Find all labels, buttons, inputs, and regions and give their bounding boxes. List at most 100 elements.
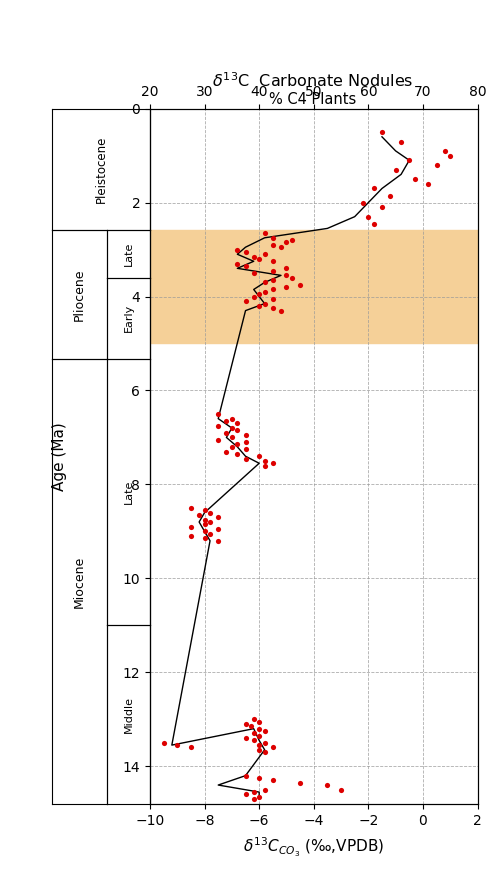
Point	[250, 713, 258, 726]
Point	[242, 442, 250, 456]
Point	[200, 517, 208, 531]
Point	[214, 534, 222, 547]
Point	[269, 773, 277, 787]
Point	[255, 743, 263, 757]
Text: Late: Late	[124, 480, 134, 504]
Point	[228, 430, 236, 444]
Point	[234, 242, 241, 256]
Point	[359, 196, 367, 209]
Point	[187, 520, 195, 534]
Point	[234, 423, 241, 437]
Point	[269, 292, 277, 306]
Point	[378, 201, 386, 215]
Point	[296, 776, 304, 790]
Point	[187, 740, 195, 754]
Point	[260, 285, 268, 299]
Point	[206, 527, 214, 541]
Point	[214, 522, 222, 536]
Point	[250, 289, 258, 303]
Point	[260, 296, 268, 310]
Point	[282, 262, 290, 275]
Point	[424, 176, 432, 190]
Point	[242, 731, 250, 745]
Point	[206, 515, 214, 529]
Point	[282, 235, 290, 249]
Point	[288, 233, 296, 247]
Point	[397, 135, 405, 149]
Point	[195, 508, 203, 522]
Point	[228, 412, 236, 426]
Point	[242, 717, 250, 731]
Point	[242, 787, 250, 801]
Text: % C4 Plants: % C4 Plants	[269, 92, 356, 107]
Point	[234, 447, 241, 461]
Point	[392, 163, 400, 176]
Point	[255, 714, 263, 728]
Point	[214, 407, 222, 421]
Point	[228, 421, 236, 435]
Point	[242, 428, 250, 442]
Point	[277, 240, 285, 254]
Point	[222, 445, 230, 459]
Point	[282, 269, 290, 282]
Point	[269, 263, 277, 277]
Point	[234, 437, 241, 451]
Point	[160, 736, 168, 750]
Point	[260, 226, 268, 240]
Text: Pliocene: Pliocene	[73, 269, 86, 321]
Point	[260, 248, 268, 262]
Point	[269, 255, 277, 269]
Point	[255, 722, 263, 736]
Point	[250, 733, 258, 747]
Point	[247, 720, 255, 733]
Point	[410, 172, 418, 186]
Point	[364, 209, 372, 223]
Point	[260, 746, 268, 760]
Point	[324, 778, 332, 792]
Point	[378, 125, 386, 139]
Point	[386, 189, 394, 202]
Point	[206, 506, 214, 520]
Point	[288, 271, 296, 285]
Bar	[150, 229, 478, 343]
Point	[269, 238, 277, 252]
Point	[282, 280, 290, 294]
Point	[260, 783, 268, 797]
Point	[269, 231, 277, 245]
Point	[277, 303, 285, 317]
Point	[260, 724, 268, 738]
Text: Pleistocene: Pleistocene	[94, 136, 108, 202]
Point	[255, 738, 263, 752]
Text: Late: Late	[124, 242, 134, 266]
Point	[200, 532, 208, 546]
Point	[441, 144, 449, 158]
Point	[187, 529, 195, 543]
Point	[250, 249, 258, 263]
Point	[250, 785, 258, 799]
Point	[222, 426, 230, 440]
Point	[242, 769, 250, 783]
Point	[200, 524, 208, 538]
Point	[214, 419, 222, 433]
X-axis label: $\delta^{13}C_{CO_3}$ (‰,VPDB): $\delta^{13}C_{CO_3}$ (‰,VPDB)	[243, 836, 384, 859]
Point	[432, 158, 440, 172]
Point	[174, 738, 182, 752]
Point	[370, 216, 378, 230]
Point	[187, 501, 195, 514]
Point	[337, 783, 345, 797]
Point	[242, 295, 250, 308]
Point	[228, 440, 236, 454]
Point	[234, 256, 241, 270]
Text: Middle: Middle	[124, 696, 134, 733]
Point	[242, 245, 250, 259]
Point	[255, 288, 263, 302]
Point	[250, 726, 258, 740]
Text: Miocene: Miocene	[73, 555, 86, 607]
Point	[242, 452, 250, 466]
Point	[255, 449, 263, 463]
Point	[255, 252, 263, 266]
Point	[255, 790, 263, 804]
Point	[370, 182, 378, 196]
Point	[234, 416, 241, 430]
Y-axis label: Age (Ma): Age (Ma)	[52, 421, 67, 491]
